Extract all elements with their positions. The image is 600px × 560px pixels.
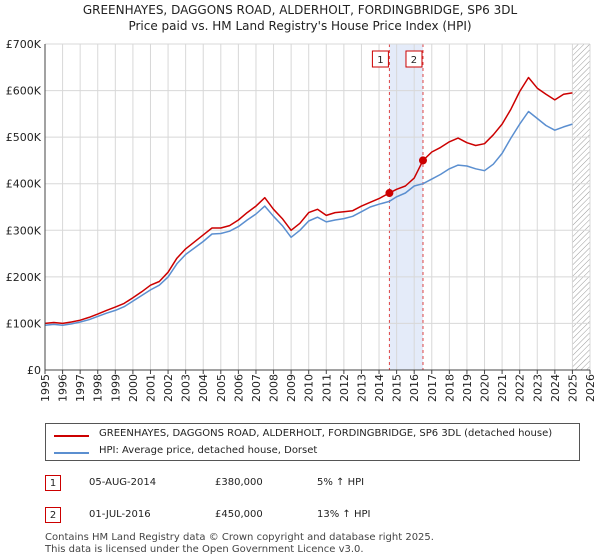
sale-badge-1: 1	[45, 475, 61, 491]
x-tick-label-2019: 2019	[461, 374, 474, 402]
sale-hpi-2: 13% ↑ HPI	[317, 509, 371, 520]
plot-area	[45, 44, 590, 370]
x-tick-label-1999: 1999	[109, 374, 122, 402]
x-tick-label-2009: 2009	[285, 374, 298, 402]
x-tick-label-2022: 2022	[514, 374, 527, 402]
series-line-hpi	[44, 110, 573, 327]
x-tick-label-2014: 2014	[373, 374, 386, 402]
sale-hpi-1: 5% ↑ HPI	[317, 477, 365, 488]
legend-label-hpi: HPI: Average price, detached house, Dors…	[99, 445, 318, 456]
x-tick-label-2015: 2015	[391, 374, 404, 402]
x-tick-label-2021: 2021	[496, 374, 509, 402]
x-tick-label-2020: 2020	[479, 374, 492, 402]
x-tick-label-2003: 2003	[180, 374, 193, 402]
x-tick-label-2008: 2008	[268, 374, 281, 402]
legend: GREENHAYES, DAGGONS ROAD, ALDERHOLT, FOR…	[45, 423, 580, 461]
y-tick-label-2: £200K	[6, 271, 42, 284]
sale-box-1	[371, 50, 389, 68]
legend-label-property: GREENHAYES, DAGGONS ROAD, ALDERHOLT, FOR…	[99, 428, 553, 439]
x-tick-label-2011: 2011	[320, 374, 333, 402]
x-tick-label-2004: 2004	[197, 374, 210, 402]
y-tick-label-7: £700K	[6, 38, 42, 51]
x-tick-label-1998: 1998	[92, 374, 105, 402]
x-tick-label-2002: 2002	[162, 374, 175, 402]
x-tick-label-2001: 2001	[144, 374, 157, 402]
x-tick-label-2025: 2025	[566, 374, 579, 402]
x-tick-label-2026: 2026	[584, 374, 597, 402]
y-tick-label-1: £100K	[6, 317, 42, 330]
sale-point-1	[385, 189, 394, 198]
x-tick-label-1996: 1996	[57, 374, 70, 402]
sale-price-1: £380,000	[215, 477, 263, 488]
sale-price-2: £450,000	[215, 509, 263, 520]
sale-box-label-1: 1	[377, 55, 383, 66]
x-tick-label-2024: 2024	[549, 374, 562, 402]
x-tick-label-2010: 2010	[303, 374, 316, 402]
series-line-property	[44, 76, 573, 325]
x-tick-label-1997: 1997	[74, 374, 87, 402]
x-tick-label-2006: 2006	[232, 374, 245, 402]
x-tick-label-2007: 2007	[250, 374, 263, 402]
footer-licence: This data is licensed under the Open Gov…	[45, 544, 364, 555]
sale-date-1: 05-AUG-2014	[89, 477, 157, 488]
x-tick-label-2018: 2018	[443, 374, 456, 402]
legend-swatch-hpi	[54, 452, 89, 454]
legend-swatch-property	[54, 435, 89, 437]
sale-box-label-2: 2	[411, 55, 417, 66]
x-tick-label-2000: 2000	[127, 374, 140, 402]
y-tick-label-3: £300K	[6, 224, 42, 237]
y-tick-label-4: £400K	[6, 178, 42, 191]
x-tick-label-2023: 2023	[531, 374, 544, 402]
x-tick-label-2013: 2013	[355, 374, 368, 402]
chart-title: GREENHAYES, DAGGONS ROAD, ALDERHOLT, FOR…	[82, 3, 518, 17]
x-tick-label-2005: 2005	[215, 374, 228, 402]
price-chart: 1 2 £0 £100K £200K £300K £400K £500K £600K £700K…	[6, 38, 597, 402]
forecast-hatch	[572, 44, 590, 370]
sale-badge-2: 2	[45, 507, 61, 523]
x-tick-label-2017: 2017	[426, 374, 439, 402]
y-tick-label-0: £0	[27, 364, 41, 377]
x-tick-label-2012: 2012	[338, 374, 351, 402]
x-tick-label-2016: 2016	[408, 374, 421, 402]
footer-copyright: Contains HM Land Registry data © Crown c…	[45, 532, 434, 543]
sale-point-2	[418, 156, 427, 165]
sale-box-2	[405, 50, 423, 68]
y-tick-label-5: £500K	[6, 131, 42, 144]
y-tick-label-6: £600K	[6, 85, 42, 98]
sale-date-2: 01-JUL-2016	[89, 509, 151, 520]
sale-period-shade	[389, 44, 423, 370]
chart-subtitle: Price paid vs. HM Land Registry's House …	[128, 19, 472, 33]
x-tick-label-1995: 1995	[39, 374, 52, 402]
